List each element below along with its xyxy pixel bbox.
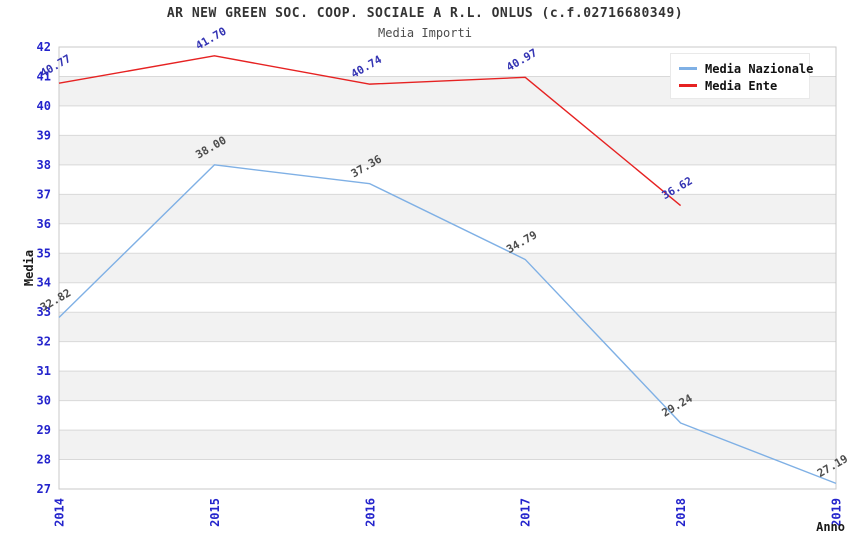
legend-swatch-media-ente-icon: [679, 84, 697, 87]
x-tick-label: 2016: [363, 498, 377, 527]
y-tick-label: 29: [37, 423, 51, 437]
legend-label-media-nazionale: Media Nazionale: [705, 61, 814, 76]
x-tick-label: 2014: [53, 498, 67, 527]
legend: Media Nazionale Media Ente: [670, 53, 813, 99]
chart-subtitle: Media Importi: [378, 26, 472, 40]
plot-band: [59, 371, 836, 401]
y-axis-label: Media: [22, 250, 36, 286]
y-tick-label: 40: [37, 99, 51, 113]
y-tick-label: 39: [37, 128, 51, 142]
series-line-media-nazionale: [58, 164, 837, 485]
data-point-label: 32.82: [38, 286, 73, 314]
x-tick-label: 2018: [674, 498, 688, 527]
y-tick-label: 41: [37, 69, 51, 83]
x-tick-label: 2017: [519, 498, 533, 527]
legend-label-media-ente: Media Ente: [705, 78, 778, 93]
data-point-label: 34.79: [504, 228, 539, 256]
legend-swatch-media-nazionale-icon: [679, 67, 697, 70]
y-tick-label: 31: [37, 364, 51, 378]
y-tick-label: 33: [37, 305, 51, 319]
plot-band: [59, 430, 836, 460]
data-point-label: 40.77: [38, 52, 73, 80]
y-tick-label: 28: [37, 453, 51, 467]
y-tick-label: 37: [37, 187, 51, 201]
x-tick-label: 2019: [830, 498, 844, 527]
x-axis-label: Anno: [816, 520, 845, 534]
plot-band: [59, 253, 836, 283]
series-line-media-ente: [58, 55, 682, 207]
chart-title: AR NEW GREEN SOC. COOP. SOCIALE A R.L. O…: [166, 6, 684, 21]
y-tick-label: 35: [37, 246, 51, 260]
y-tick-label: 27: [37, 482, 51, 496]
y-tick-label: 34: [37, 276, 51, 290]
y-tick-label: 38: [37, 158, 51, 172]
y-tick-label: 42: [37, 40, 51, 54]
plot-band: [59, 194, 836, 224]
plot-border: [58, 46, 837, 490]
plot-band: [59, 312, 836, 342]
x-tick-label: 2015: [208, 498, 222, 527]
y-tick-label: 30: [37, 394, 51, 408]
plot-band: [59, 135, 836, 165]
y-tick-label: 32: [37, 335, 51, 349]
y-tick-label: 36: [37, 217, 51, 231]
legend-item-media-ente: Media Ente: [679, 77, 809, 94]
legend-item-media-nazionale: Media Nazionale: [679, 60, 813, 77]
data-point-label: 40.97: [504, 46, 539, 74]
data-point-label: 41.70: [193, 25, 228, 53]
